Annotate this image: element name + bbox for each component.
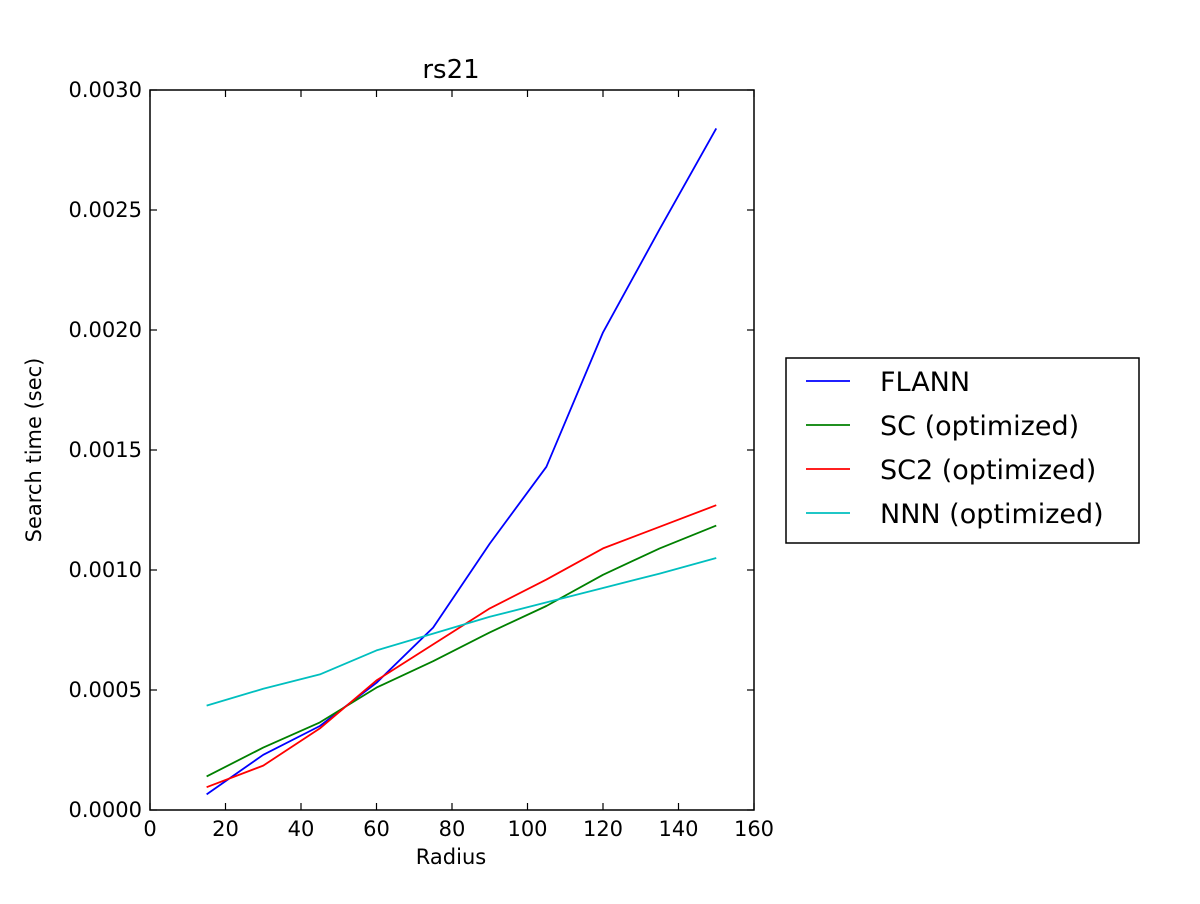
legend-label-1: SC (optimized) xyxy=(880,411,1079,442)
y-axis: 0.0000 0.0005 0.0010 0.0015 0.0020 0.0025 0.00… xyxy=(69,78,754,822)
legend-label-3: NNN (optimized) xyxy=(880,499,1104,530)
y-tick-label: 0.0010 xyxy=(69,558,142,582)
x-tick-label: 0 xyxy=(143,817,156,841)
x-tick-label: 140 xyxy=(658,817,698,841)
y-tick-label: 0.0025 xyxy=(69,198,142,222)
series-line-1 xyxy=(206,524,717,778)
y-tick-label: 0.0015 xyxy=(69,438,142,462)
x-tick-label: 80 xyxy=(439,817,466,841)
plot-frame xyxy=(149,89,755,811)
series-line-2 xyxy=(206,504,717,789)
legend-label-2: SC2 (optimized) xyxy=(880,455,1096,486)
series-layer xyxy=(206,127,718,796)
series-line-3 xyxy=(206,557,717,707)
y-axis-label: Search time (sec) xyxy=(22,358,46,543)
x-tick-label: 60 xyxy=(363,817,390,841)
legend: FLANN SC (optimized) SC2 (optimized) NNN (o… xyxy=(785,357,1140,544)
x-tick-label: 120 xyxy=(583,817,623,841)
y-tick-label: 0.0020 xyxy=(69,318,142,342)
y-tick-label: 0.0030 xyxy=(69,78,142,102)
legend-label-0: FLANN xyxy=(880,367,970,398)
x-axis-label: Radius xyxy=(416,845,486,869)
y-tick-label: 0.0000 xyxy=(69,798,142,822)
x-tick-label: 40 xyxy=(288,817,315,841)
y-tick-label: 0.0005 xyxy=(69,678,142,702)
x-tick-label: 100 xyxy=(507,817,547,841)
series-line-0 xyxy=(206,127,718,796)
x-axis: 0 20 40 60 80 100 120 140 160 xyxy=(143,90,774,841)
x-tick-label: 20 xyxy=(212,817,239,841)
chart-title: rs21 xyxy=(422,55,479,85)
x-tick-label: 160 xyxy=(734,817,774,841)
